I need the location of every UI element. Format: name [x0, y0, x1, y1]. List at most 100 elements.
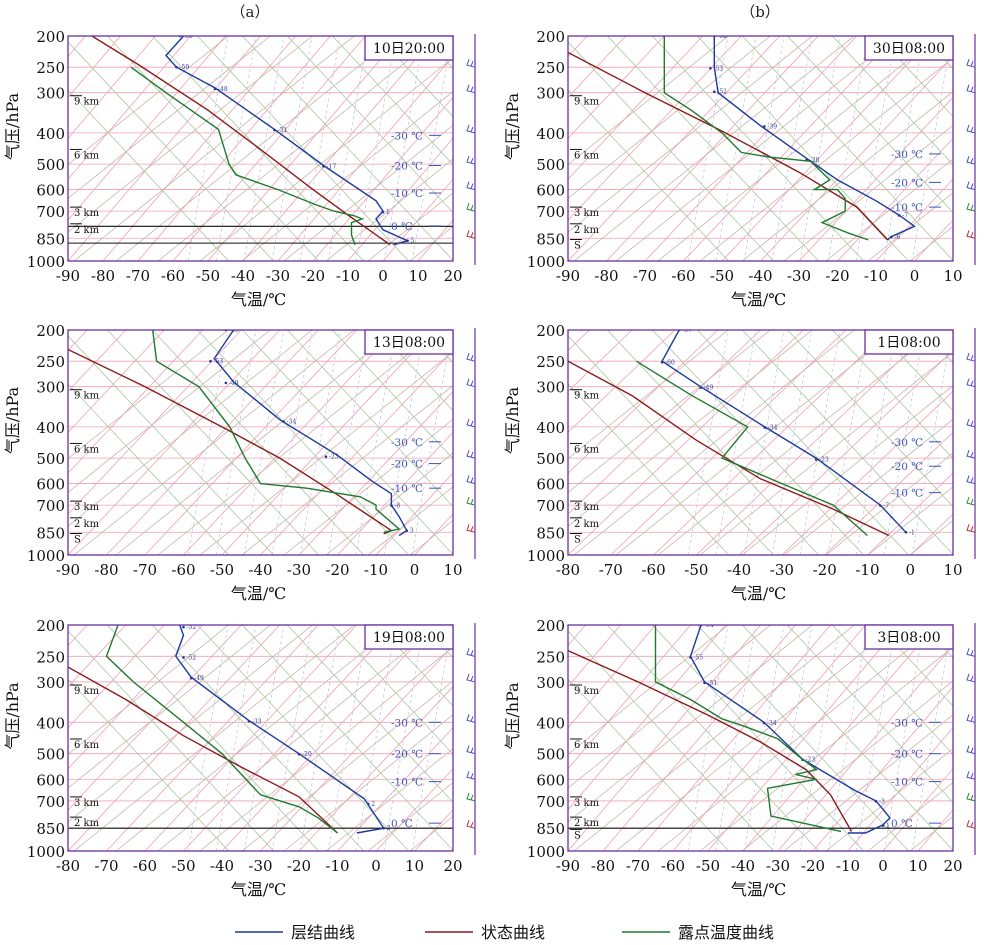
series-point-label: -3 [879, 798, 885, 805]
x-tick-label: -70 [126, 267, 150, 285]
moist-adiabat-line [286, 330, 453, 507]
wind-barb-icon [966, 124, 976, 134]
x-axis-title: 气温/℃ [731, 584, 786, 603]
isotherm-line [102, 36, 296, 261]
y-tick-label: 1000 [527, 253, 565, 271]
wind-barb-icon [466, 524, 476, 533]
mixing-ratio-line [827, 330, 869, 555]
y-tick-label: 600 [36, 476, 65, 494]
x-tick-label: -20 [301, 267, 325, 285]
wind-barb-icon [966, 155, 976, 165]
dry-adiabat-line [783, 124, 953, 261]
wind-barb-icon [966, 202, 976, 212]
series-point [689, 656, 692, 659]
height-mark-label: 2 km [74, 225, 100, 236]
moist-adiabat-line [458, 615, 688, 861]
series-group: -58 -59 -48 -31 -17 1 5 [90, 33, 415, 246]
mixing-ratio-line [687, 36, 729, 261]
plot-frame [567, 329, 954, 556]
wind-barb-icon [466, 648, 476, 657]
mixing-ratio-line [327, 36, 369, 261]
dry-adiabat-line [951, 553, 953, 555]
mixing-ratio-line [355, 330, 397, 555]
y-tick-label: 850 [536, 230, 565, 248]
dry-adiabat-line [68, 625, 314, 823]
y-axis-title: 气压/hPa [503, 386, 522, 454]
legend-label: 状态曲线 [481, 923, 545, 942]
mixing-ratio-line [855, 36, 897, 261]
wind-barb-icon [466, 673, 476, 683]
time-stamp-box [864, 329, 954, 355]
moist-adiabat-line [196, 625, 410, 851]
height-mark-label: 2 km [74, 519, 100, 530]
series-state-line [568, 649, 853, 832]
x-tick-label: -70 [94, 857, 118, 875]
y-tick-label: 250 [536, 353, 565, 371]
dry-adiabat-line [199, 351, 453, 555]
moist-adiabat-line [568, 41, 775, 261]
series-point [367, 802, 370, 806]
y-tick-label: 850 [36, 524, 65, 542]
y-tick-label: 250 [36, 59, 65, 77]
series-point-label: -23 [819, 456, 829, 463]
isotherm-line [847, 727, 953, 851]
plot-frame [67, 329, 454, 556]
dry-adiabat-line [741, 385, 953, 555]
moist-adiabat-line [651, 36, 865, 261]
isotherm-line [144, 625, 358, 851]
wind-barb-icon [966, 449, 976, 459]
wind-barb-icon [966, 378, 976, 388]
wind-barb-icon [966, 84, 976, 94]
y-tick-label: 250 [36, 648, 65, 666]
moist-adiabat-line [68, 41, 275, 261]
dry-adiabat-line [68, 625, 230, 755]
x-tick-label: -80 [591, 857, 615, 875]
x-tick-label: 10 [908, 857, 927, 875]
y-tick-label: 1000 [527, 547, 565, 565]
y-tick-label: 600 [36, 182, 65, 200]
series-point [282, 420, 285, 423]
isotherm-line [68, 330, 165, 433]
series-point [878, 504, 882, 507]
y-tick-label: 850 [536, 820, 565, 838]
isotherm-label: -10 ℃ [391, 188, 423, 200]
wind-barb-icon [466, 155, 476, 165]
isotherm-line [221, 625, 435, 851]
background-lines [68, 36, 453, 261]
y-tick-label: 1000 [27, 253, 65, 271]
x-tick-label: -50 [210, 561, 234, 579]
isotherm-line [996, 330, 1000, 555]
panel-6: -54 -55 -51 -34 -23 -3 1 -30 ℃ -20 ℃ -10 ℃ 0 ℃ 9 km… [503, 617, 976, 899]
time-stamp: 13日08:00 [373, 335, 445, 351]
x-tick-label: -40 [248, 561, 272, 579]
x-tick-label: -60 [671, 267, 695, 285]
isotherm-line [183, 625, 396, 851]
wind-barb-icon [466, 59, 476, 68]
series-point-label: -58 [183, 33, 193, 40]
moist-adiabat-line [106, 625, 320, 851]
isotherm-line [375, 768, 453, 851]
moist-adiabat-line [831, 625, 953, 755]
y-tick-label: 400 [36, 714, 65, 732]
series-point [904, 530, 908, 534]
isotherm-label: -20 ℃ [391, 749, 423, 761]
x-tick-label: -50 [171, 857, 195, 875]
moist-adiabat-line [958, 26, 1000, 271]
mixing-ratio-line [243, 625, 285, 851]
isotherm-line [637, 625, 831, 851]
series-point-label: -51 [708, 680, 718, 687]
wind-barb-icon [466, 745, 476, 755]
moist-adiabat-line [196, 330, 410, 555]
moist-adiabat-line [786, 625, 953, 803]
wind-barb-icon [466, 202, 476, 212]
moist-adiabat-line [651, 330, 865, 555]
moist-adiabat-line [958, 320, 1000, 565]
mixing-ratio-line [687, 625, 729, 851]
y-tick-label: 500 [536, 746, 565, 764]
isotherm-line [68, 625, 165, 729]
x-tick-label: -10 [336, 267, 360, 285]
isotherm-label: -20 ℃ [391, 160, 423, 172]
isotherm-label: -30 ℃ [391, 717, 423, 729]
height-mark-label: 6 km [574, 740, 600, 751]
